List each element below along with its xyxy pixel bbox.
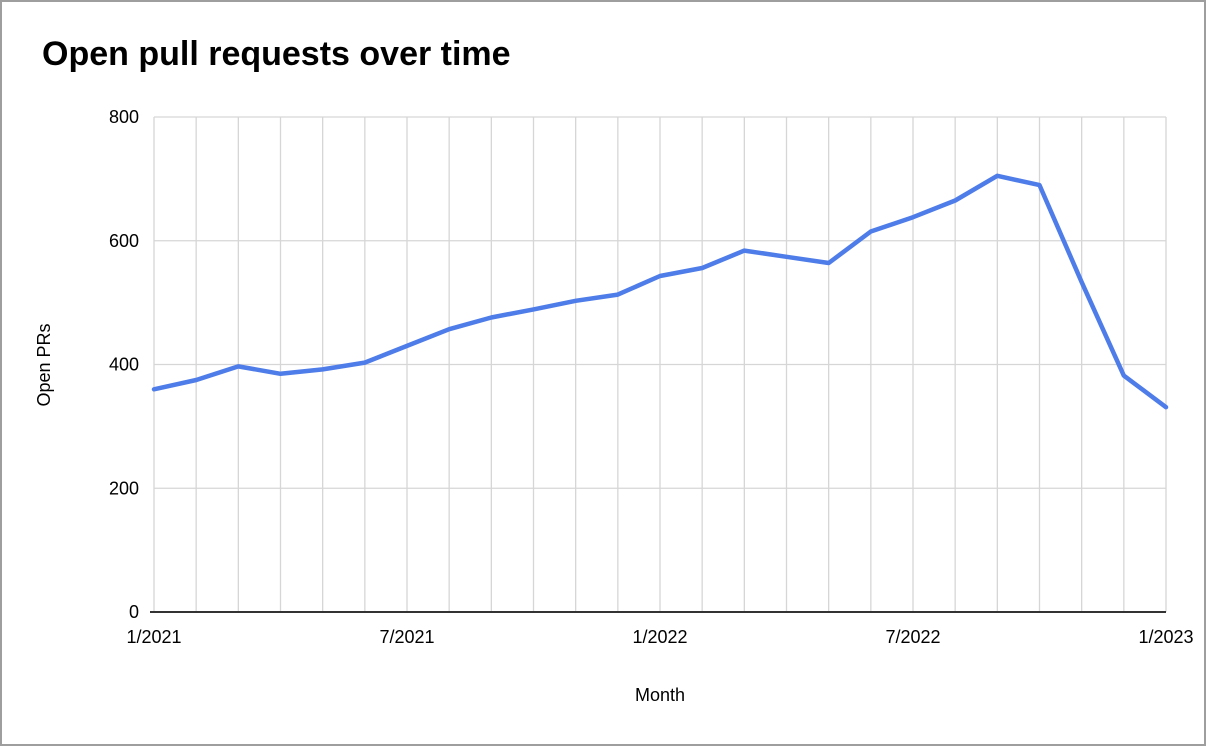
x-tick-label: 1/2023 [1138,627,1193,647]
x-tick-label: 7/2022 [885,627,940,647]
y-axis-title: Open PRs [34,323,54,406]
x-tick-label: 1/2021 [126,627,181,647]
y-tick-label: 800 [109,107,139,127]
series-line-open-prs [151,173,1169,410]
x-tick-label: 7/2021 [379,627,434,647]
x-axis-title: Month [635,685,685,705]
x-tick-label: 1/2022 [632,627,687,647]
y-tick-label: 0 [129,602,139,622]
y-tick-label: 600 [109,231,139,251]
y-tick-label: 200 [109,478,139,498]
chart-title: Open pull requests over time [42,35,511,73]
y-tick-label: 400 [109,355,139,375]
